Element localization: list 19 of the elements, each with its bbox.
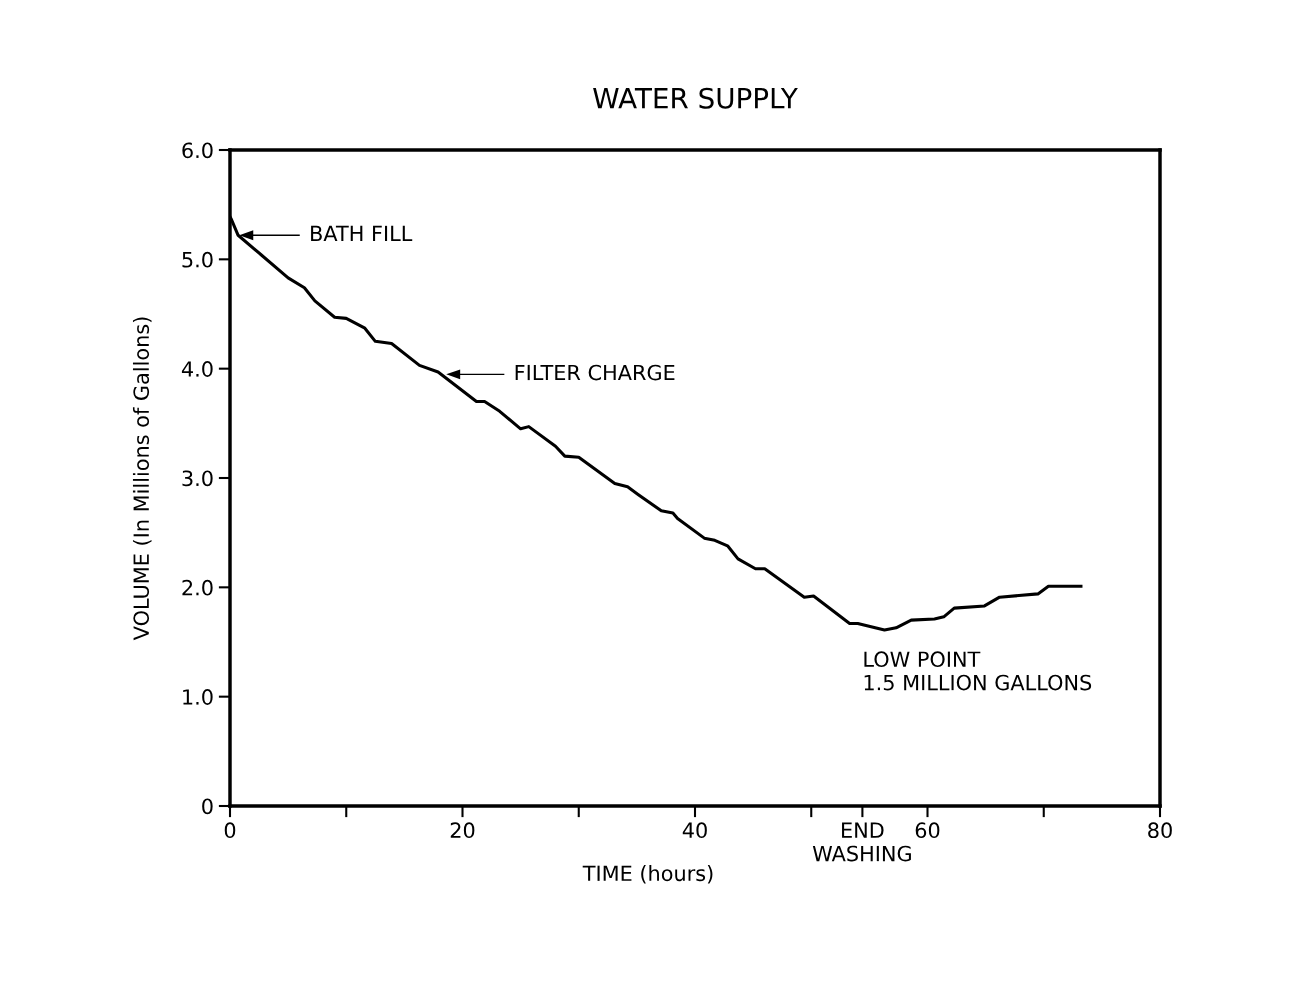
- y-tick-label: 3.0: [182, 470, 213, 487]
- annotation: LOW POINT 1.5 MILLION GALLONS: [864, 651, 1092, 691]
- y-tick-label: 4.0: [181, 361, 213, 377]
- annotation: FILTER CHARGE: [515, 364, 675, 381]
- x-tick-label: 0: [224, 822, 236, 839]
- chart-title: WATER SUPPLY: [593, 87, 798, 109]
- x-tick-label: 60: [915, 822, 940, 839]
- y-tick-label: 6.0: [182, 142, 213, 159]
- y-tick-label: 5.0: [182, 251, 213, 268]
- annotation: BATH FILL: [311, 225, 413, 242]
- x-tick-label: 40: [682, 822, 707, 839]
- y-tick-label: 2.0: [182, 579, 213, 596]
- x-tick-label: 20: [450, 822, 475, 839]
- x-tick-label: END WASHING: [812, 822, 911, 862]
- y-axis-title: VOLUME (In Millions of Gallons): [132, 317, 152, 641]
- x-axis-title: TIME (hours): [582, 865, 713, 884]
- x-tick-label: 80: [1148, 822, 1172, 839]
- y-tick-label: 1.0: [183, 689, 213, 705]
- y-tick-label: 0: [202, 798, 213, 815]
